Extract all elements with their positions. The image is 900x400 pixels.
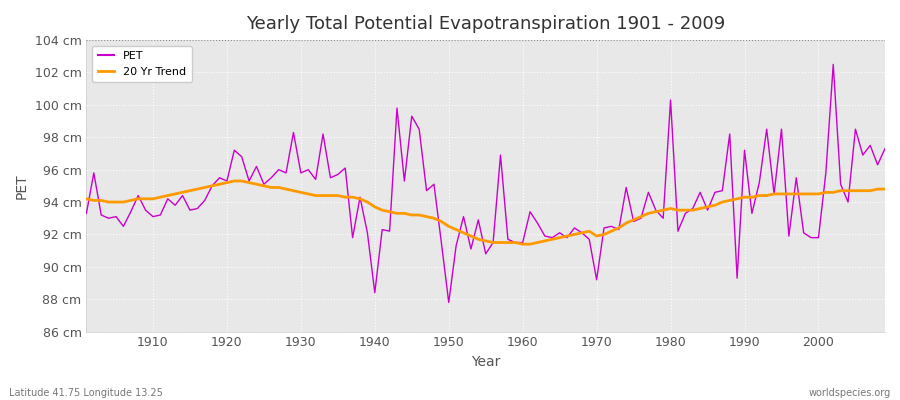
Text: worldspecies.org: worldspecies.org xyxy=(809,388,891,398)
Legend: PET, 20 Yr Trend: PET, 20 Yr Trend xyxy=(92,46,192,82)
Y-axis label: PET: PET xyxy=(15,173,29,199)
Text: Latitude 41.75 Longitude 13.25: Latitude 41.75 Longitude 13.25 xyxy=(9,388,163,398)
Title: Yearly Total Potential Evapotranspiration 1901 - 2009: Yearly Total Potential Evapotranspiratio… xyxy=(246,15,725,33)
X-axis label: Year: Year xyxy=(471,355,500,369)
